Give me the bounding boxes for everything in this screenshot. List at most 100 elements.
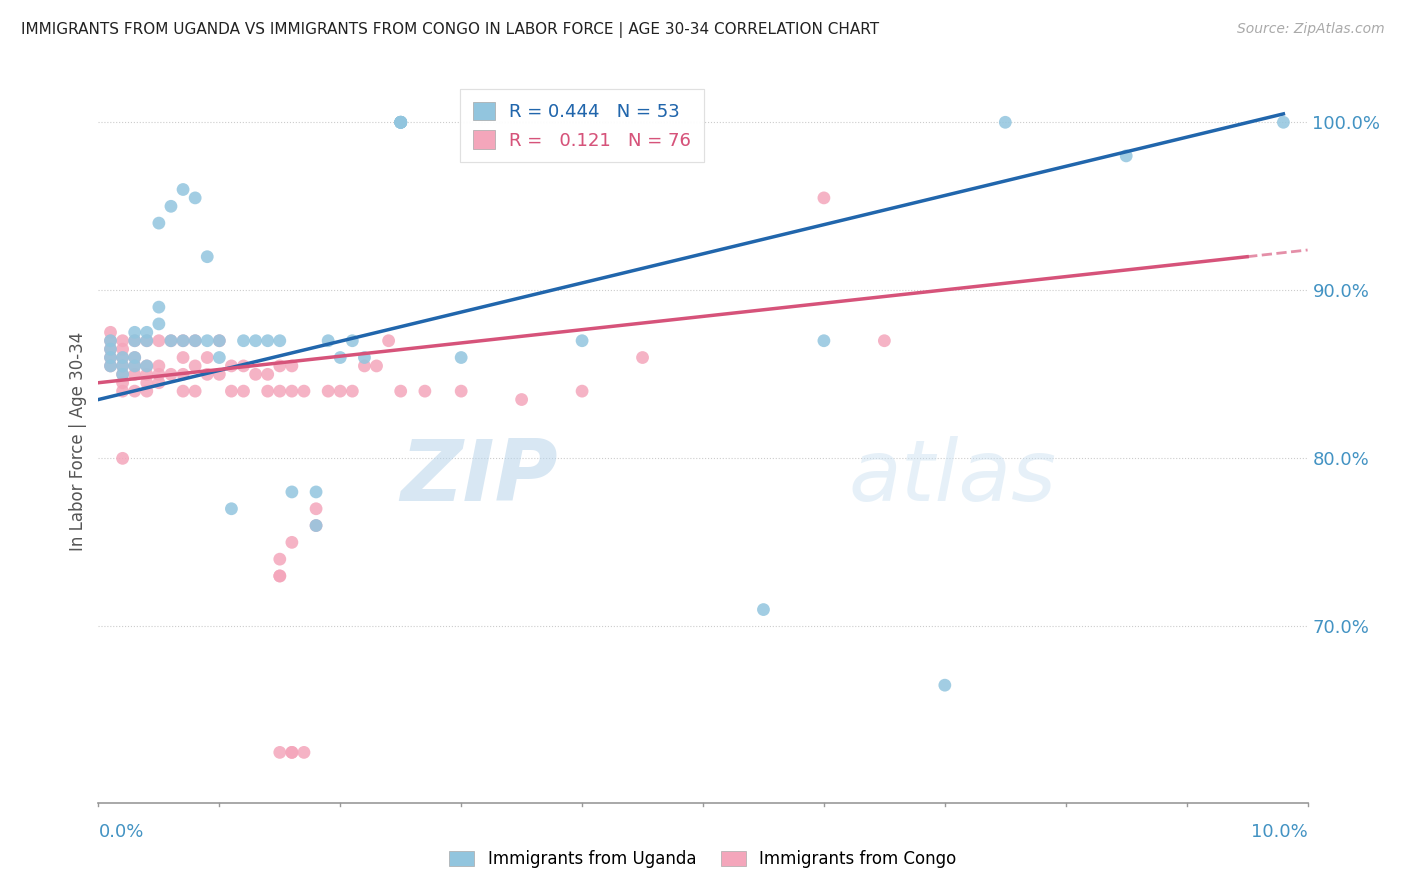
Point xyxy=(316,334,339,348)
Point xyxy=(111,368,134,382)
Point xyxy=(111,376,134,390)
Point xyxy=(184,334,207,348)
Point xyxy=(172,334,194,348)
Point xyxy=(148,359,170,373)
Text: 10.0%: 10.0% xyxy=(1251,823,1308,841)
Point xyxy=(184,334,207,348)
Point xyxy=(389,115,412,129)
Point xyxy=(281,384,304,398)
Point xyxy=(148,376,170,390)
Point xyxy=(269,359,291,373)
Point xyxy=(135,334,157,348)
Point xyxy=(160,199,183,213)
Point xyxy=(221,501,243,516)
Point xyxy=(111,351,134,365)
Point xyxy=(281,745,304,759)
Point xyxy=(124,326,146,340)
Point xyxy=(195,368,218,382)
Point xyxy=(124,359,146,373)
Point xyxy=(305,518,328,533)
Point xyxy=(631,351,654,365)
Point xyxy=(160,334,183,348)
Point xyxy=(366,359,388,373)
Point xyxy=(172,351,194,365)
Point xyxy=(208,334,231,348)
Point xyxy=(256,384,278,398)
Point xyxy=(281,745,304,759)
Point xyxy=(510,392,533,407)
Point xyxy=(305,518,328,533)
Point xyxy=(195,250,218,264)
Point xyxy=(124,368,146,382)
Point xyxy=(342,384,364,398)
Point xyxy=(135,384,157,398)
Point xyxy=(1272,115,1295,129)
Point xyxy=(269,334,291,348)
Legend: Immigrants from Uganda, Immigrants from Congo: Immigrants from Uganda, Immigrants from … xyxy=(443,844,963,875)
Point xyxy=(232,334,254,348)
Point xyxy=(148,216,170,230)
Point xyxy=(208,368,231,382)
Point xyxy=(353,359,375,373)
Point xyxy=(100,334,122,348)
Point xyxy=(269,569,291,583)
Point xyxy=(148,334,170,348)
Point xyxy=(100,326,122,340)
Point xyxy=(292,384,315,398)
Point xyxy=(389,115,412,129)
Point xyxy=(1115,149,1137,163)
Point xyxy=(353,351,375,365)
Point xyxy=(269,384,291,398)
Point xyxy=(111,351,134,365)
Point xyxy=(256,334,278,348)
Point xyxy=(329,384,352,398)
Point xyxy=(305,485,328,500)
Point xyxy=(172,368,194,382)
Point xyxy=(221,359,243,373)
Point xyxy=(135,368,157,382)
Point xyxy=(232,384,254,398)
Point xyxy=(124,334,146,348)
Point xyxy=(100,342,122,356)
Point xyxy=(172,182,194,196)
Point xyxy=(111,368,134,382)
Point xyxy=(281,485,304,500)
Point xyxy=(934,678,956,692)
Point xyxy=(100,351,122,365)
Point xyxy=(100,342,122,356)
Point xyxy=(135,326,157,340)
Point xyxy=(245,334,267,348)
Y-axis label: In Labor Force | Age 30-34: In Labor Force | Age 30-34 xyxy=(69,332,87,551)
Point xyxy=(389,115,412,129)
Point xyxy=(124,384,146,398)
Point xyxy=(752,602,775,616)
Point xyxy=(292,745,315,759)
Point xyxy=(813,334,835,348)
Point xyxy=(281,359,304,373)
Point xyxy=(100,359,122,373)
Point xyxy=(269,569,291,583)
Point xyxy=(160,334,183,348)
Point xyxy=(100,334,122,348)
Point xyxy=(305,501,328,516)
Point xyxy=(124,351,146,365)
Text: atlas: atlas xyxy=(848,436,1056,519)
Point xyxy=(389,384,412,398)
Point xyxy=(148,300,170,314)
Point xyxy=(389,115,412,129)
Point xyxy=(389,115,412,129)
Point xyxy=(111,451,134,466)
Point xyxy=(232,359,254,373)
Point xyxy=(184,384,207,398)
Point xyxy=(111,384,134,398)
Point xyxy=(172,334,194,348)
Point xyxy=(450,351,472,365)
Point xyxy=(316,384,339,398)
Point xyxy=(111,334,134,348)
Point xyxy=(184,191,207,205)
Text: 0.0%: 0.0% xyxy=(98,823,143,841)
Point xyxy=(111,359,134,373)
Point xyxy=(813,191,835,205)
Point xyxy=(172,384,194,398)
Point xyxy=(329,351,352,365)
